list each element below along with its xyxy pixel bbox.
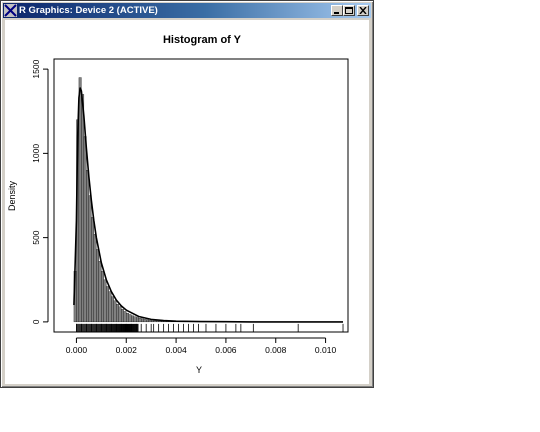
rug-marks (76, 323, 344, 332)
histogram-bar (153, 320, 157, 323)
r-graphics-window: R Graphics: Device 2 (ACTIVE) Histogram … (0, 0, 374, 388)
close-button[interactable] (357, 5, 369, 16)
histogram-bar (126, 312, 129, 323)
histogram-bar (113, 300, 117, 323)
plot-area: Histogram of Y Y Density 0.000 0.002 0.004… (5, 20, 369, 384)
histogram-bar (146, 319, 149, 323)
histogram-bar (160, 321, 164, 323)
histogram-bar (106, 286, 109, 323)
histogram-bar (111, 296, 114, 323)
x-tick-label: 0.002 (116, 345, 138, 355)
x-tick-label: 0.000 (66, 345, 88, 355)
histogram-bar (98, 261, 102, 323)
histogram-bar (96, 249, 99, 323)
histogram-bar (141, 318, 144, 323)
axes: 0.000 0.002 0.004 0.006 0.008 0.010 0 500 1000 15… (31, 59, 336, 355)
chart-title: Histogram of Y (163, 34, 242, 46)
x-tick-label: 0.006 (215, 345, 237, 355)
x-tick-label: 0.010 (315, 345, 337, 355)
histogram-bar (81, 94, 85, 323)
x-tick-label: 0.008 (265, 345, 287, 355)
y-tick-label: 1500 (31, 59, 41, 78)
histogram-bar (143, 319, 147, 323)
close-icon (359, 7, 367, 14)
histogram-bar (108, 291, 112, 323)
y-tick-label: 500 (31, 230, 41, 244)
minimize-icon (334, 12, 339, 14)
histogram-bar (133, 316, 137, 323)
histogram-bar (136, 317, 139, 323)
window-title: R Graphics: Device 2 (ACTIVE) (19, 5, 158, 16)
histogram-bar (121, 309, 124, 323)
histogram-bar (86, 170, 90, 323)
histogram-bar (103, 279, 107, 323)
window-titlebar[interactable]: R Graphics: Device 2 (ACTIVE) (3, 3, 371, 18)
density-curve-layer (73, 87, 344, 323)
histogram-bar (78, 77, 82, 323)
histogram-bar (88, 195, 92, 323)
histogram-bar (91, 217, 95, 323)
y-tick-label: 0 (31, 319, 41, 324)
histogram-bar (101, 271, 104, 323)
x-tick-label: 0.004 (165, 345, 187, 355)
plot-box (53, 58, 349, 333)
histogram-bar (93, 234, 97, 323)
maximize-button[interactable] (343, 5, 355, 16)
x-axis-label: Y (196, 365, 202, 375)
histogram-bar (83, 136, 87, 323)
histogram-bar (156, 320, 159, 323)
histogram-chart: Histogram of Y Y Density 0.000 0.002 0.004… (7, 34, 349, 375)
r-app-icon (4, 4, 17, 17)
histogram-bar (148, 320, 152, 323)
histogram-bar (138, 318, 142, 323)
histogram-bar (151, 320, 154, 323)
y-axis-label: Density (7, 180, 17, 211)
histogram-bar (158, 320, 162, 323)
histogram-bar (118, 306, 122, 323)
histogram-bar (131, 315, 134, 323)
window-controls (331, 5, 369, 16)
histogram-bar (116, 304, 119, 323)
histogram-bar (128, 314, 132, 323)
minimize-button[interactable] (331, 5, 343, 16)
density-curve (73, 87, 344, 323)
histogram-bar (123, 311, 127, 323)
maximize-icon (345, 7, 353, 14)
y-tick-label: 1000 (31, 144, 41, 163)
